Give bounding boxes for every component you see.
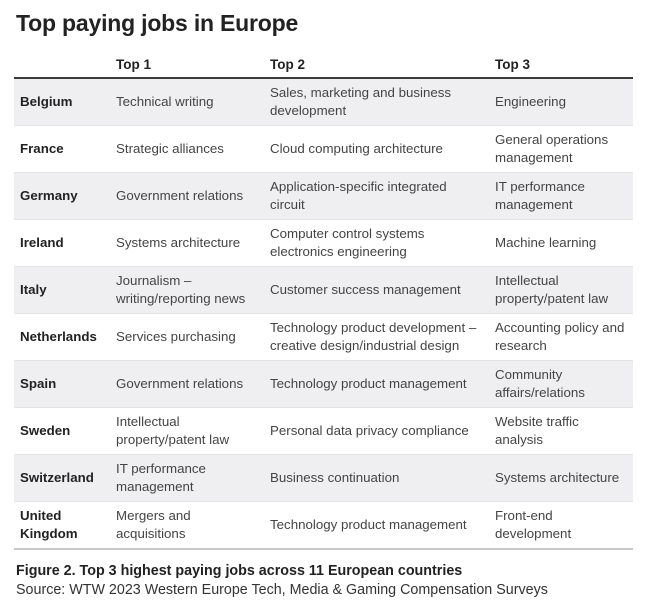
jobs-table: Top 1 Top 2 Top 3 Belgium Technical writ… [14, 52, 633, 550]
top2-cell: Computer control systems electronics eng… [264, 219, 489, 267]
header-country [14, 52, 110, 79]
top1-cell: Systems architecture [110, 219, 264, 267]
country-cell: Italy [14, 266, 110, 314]
country-cell: Ireland [14, 219, 110, 267]
header-top2: Top 2 [264, 52, 489, 79]
top2-cell: Technology product management [264, 360, 489, 408]
country-cell: Spain [14, 360, 110, 408]
country-cell: Sweden [14, 407, 110, 455]
table-row: Switzerland IT performance management Bu… [14, 454, 633, 502]
top3-cell: IT performance management [489, 172, 633, 220]
page-title: Top paying jobs in Europe [16, 10, 299, 36]
table-row: Netherlands Services purchasing Technolo… [14, 313, 633, 361]
table-row: United Kingdom Mergers and acquisitions … [14, 501, 633, 550]
top1-cell: Services purchasing [110, 313, 264, 361]
top1-cell: Technical writing [110, 78, 264, 126]
table-row: Germany Government relations Application… [14, 172, 633, 220]
country-cell: Germany [14, 172, 110, 220]
top3-cell: Website traffic analysis [489, 407, 633, 455]
top3-cell: Front-end development [489, 501, 633, 550]
country-cell: France [14, 125, 110, 173]
top3-cell: Engineering [489, 78, 633, 126]
figure-caption: Figure 2. Top 3 highest paying jobs acro… [16, 563, 463, 579]
top1-cell: Journalism – writing/reporting news [110, 266, 264, 314]
country-cell: United Kingdom [14, 501, 110, 550]
top2-cell: Sales, marketing and business developmen… [264, 78, 489, 126]
top3-cell: Intellectual property/patent law [489, 266, 633, 314]
table-header-row: Top 1 Top 2 Top 3 [14, 52, 633, 79]
table-row: Sweden Intellectual property/patent law … [14, 407, 633, 455]
top1-cell: Intellectual property/patent law [110, 407, 264, 455]
table-row: France Strategic alliances Cloud computi… [14, 125, 633, 173]
table-row: Spain Government relations Technology pr… [14, 360, 633, 408]
table-row: Italy Journalism – writing/reporting new… [14, 266, 633, 314]
top3-cell: Machine learning [489, 219, 633, 267]
top3-cell: General operations management [489, 125, 633, 173]
top1-cell: Government relations [110, 172, 264, 220]
top1-cell: IT performance management [110, 454, 264, 502]
country-cell: Switzerland [14, 454, 110, 502]
top3-cell: Systems architecture [489, 454, 633, 502]
top3-cell: Accounting policy and research [489, 313, 633, 361]
country-cell: Belgium [14, 78, 110, 126]
top2-cell: Personal data privacy compliance [264, 407, 489, 455]
table-row: Belgium Technical writing Sales, marketi… [14, 78, 633, 126]
top3-cell: Community affairs/relations [489, 360, 633, 408]
top2-cell: Application-specific integrated circuit [264, 172, 489, 220]
country-cell: Netherlands [14, 313, 110, 361]
top2-cell: Customer success management [264, 266, 489, 314]
header-top1: Top 1 [110, 52, 264, 79]
top1-cell: Mergers and acquisitions [110, 501, 264, 550]
top1-cell: Government relations [110, 360, 264, 408]
header-top3: Top 3 [489, 52, 633, 79]
table-row: Ireland Systems architecture Computer co… [14, 219, 633, 267]
top2-cell: Business continuation [264, 454, 489, 502]
top2-cell: Cloud computing architecture [264, 125, 489, 173]
top1-cell: Strategic alliances [110, 125, 264, 173]
top2-cell: Technology product management [264, 501, 489, 550]
top2-cell: Technology product development – creativ… [264, 313, 489, 361]
source-note: Source: WTW 2023 Western Europe Tech, Me… [16, 582, 548, 598]
